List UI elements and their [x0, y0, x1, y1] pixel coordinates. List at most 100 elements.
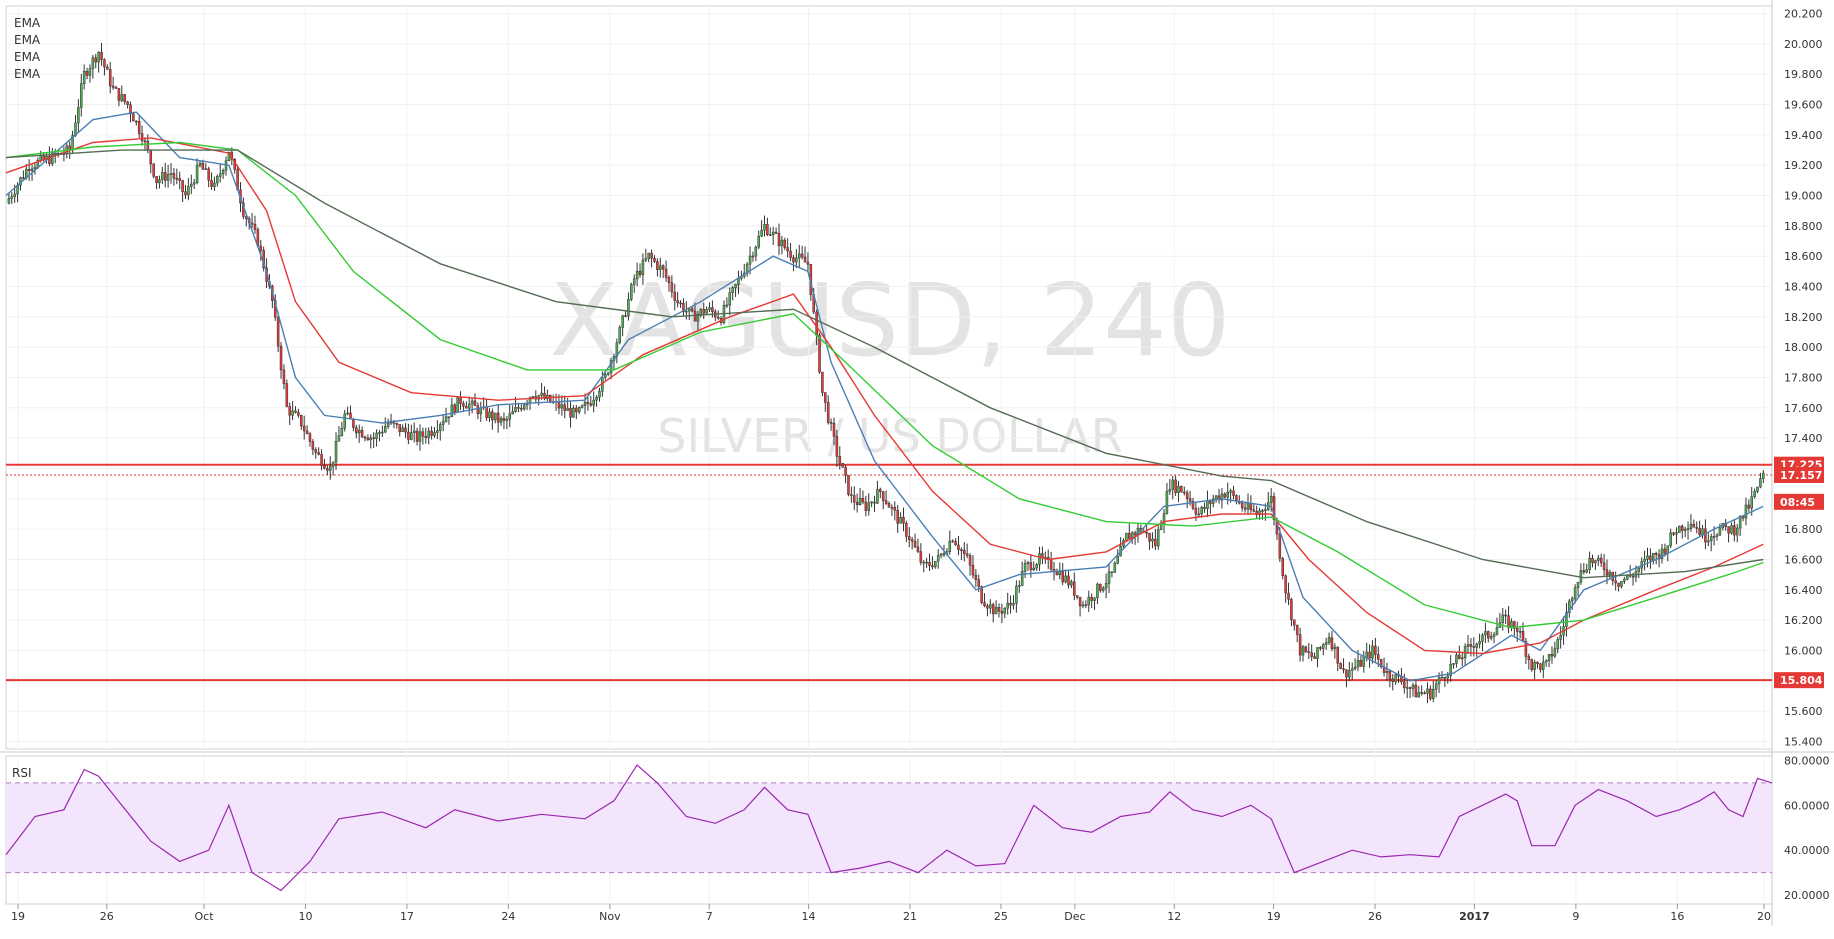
candle-body	[1437, 677, 1441, 685]
candle-body	[496, 412, 500, 423]
candle-body	[954, 541, 957, 546]
ema-line-1[interactable]	[5, 111, 1764, 682]
candle-body	[94, 57, 98, 63]
candle-body	[1246, 503, 1250, 510]
candle-body	[178, 178, 181, 181]
candle-body	[1125, 533, 1128, 541]
candle-body	[1657, 554, 1661, 560]
candle-body	[708, 307, 711, 310]
candle-body	[942, 553, 946, 556]
candle-body	[1747, 504, 1751, 509]
candle-body	[948, 540, 952, 552]
candle-body	[1443, 677, 1447, 679]
candle-body	[1559, 635, 1562, 640]
candle-body	[1411, 684, 1415, 689]
price-tag-bg	[1774, 466, 1824, 483]
price-tag-label: 17.157	[1780, 469, 1822, 482]
candle-body	[1264, 509, 1267, 511]
candle-body	[881, 491, 885, 501]
candle-body	[806, 261, 810, 265]
ema-legend-3[interactable]: EMA	[14, 50, 41, 64]
candle-body	[624, 315, 627, 317]
candle-body	[1026, 562, 1030, 564]
candle-body	[1460, 657, 1464, 660]
candle-body	[1061, 571, 1064, 583]
candle-body	[1084, 604, 1088, 606]
candle-body	[540, 392, 543, 396]
candle-body	[1643, 559, 1646, 562]
candle-body	[1391, 678, 1395, 682]
candle-body	[1162, 513, 1166, 525]
candle-body	[502, 418, 506, 421]
candle-body	[465, 406, 468, 409]
candle-body	[1188, 498, 1192, 502]
candle-body	[1171, 479, 1174, 490]
candle-body	[803, 256, 807, 263]
ema-legend-2[interactable]: EMA	[14, 33, 41, 47]
candle-body	[360, 429, 364, 438]
candle-body	[618, 327, 622, 344]
candle-body	[456, 396, 459, 413]
candle-body	[331, 461, 335, 467]
candle-body	[317, 452, 320, 455]
candle-body	[1492, 634, 1496, 637]
candle-body	[1556, 639, 1560, 650]
candle-body	[1099, 583, 1102, 591]
candle-body	[1672, 532, 1675, 535]
candle-body	[352, 419, 355, 428]
ema-legend-1[interactable]: EMA	[14, 16, 41, 30]
candle-body	[670, 282, 674, 293]
candle-body	[1426, 688, 1429, 694]
candle-body	[1620, 581, 1623, 587]
rsi-legend[interactable]: RSI	[12, 766, 32, 780]
candle-body	[418, 431, 422, 442]
y-tick-label: 19.600	[1784, 99, 1823, 112]
candle-body	[1530, 659, 1533, 670]
candle-body	[789, 250, 792, 258]
candle-body	[1385, 670, 1389, 673]
candle-body	[1744, 504, 1748, 519]
candle-body	[1420, 692, 1423, 694]
candle-body	[971, 564, 975, 576]
candle-body	[163, 172, 167, 181]
candle-body	[1507, 615, 1510, 628]
x-tick-label: 10	[298, 910, 312, 923]
candle-body	[311, 441, 315, 450]
candle-body	[1631, 575, 1635, 578]
ema-legend-4[interactable]: EMA	[14, 67, 41, 81]
candle-body	[395, 423, 399, 425]
ema-line-3[interactable]	[5, 141, 1764, 629]
candle-body	[1605, 569, 1609, 576]
ema-line-2[interactable]	[5, 137, 1764, 655]
candle-body	[106, 66, 109, 70]
candle-body	[763, 224, 766, 231]
candle-body	[1081, 604, 1085, 607]
candle-body	[647, 252, 650, 259]
candle-body	[850, 494, 853, 496]
candle-body	[682, 302, 685, 312]
candle-body	[1168, 489, 1172, 492]
x-tick-label: 24	[501, 910, 515, 923]
x-tick-label: 19	[1267, 910, 1281, 923]
candle-body	[314, 449, 318, 453]
y-tick-label: 17.800	[1784, 372, 1823, 385]
candle-body	[549, 395, 552, 403]
candle-body	[1058, 571, 1062, 576]
candle-body	[363, 436, 367, 439]
candle-body	[1649, 555, 1652, 561]
candle-body	[1281, 558, 1284, 576]
candle-body	[1214, 495, 1218, 500]
candle-body	[1032, 567, 1036, 571]
candle-body	[679, 302, 682, 305]
candle-body	[1446, 675, 1450, 679]
candle-body	[716, 316, 720, 319]
rsi-line[interactable]	[5, 764, 1773, 892]
candle-body	[1151, 538, 1154, 542]
candle-body	[1449, 664, 1452, 677]
candle-body	[873, 501, 876, 504]
candle-body	[1527, 656, 1531, 660]
candle-body	[1504, 614, 1507, 617]
candle-body	[1663, 548, 1667, 554]
ema-line-4[interactable]	[5, 149, 1764, 579]
